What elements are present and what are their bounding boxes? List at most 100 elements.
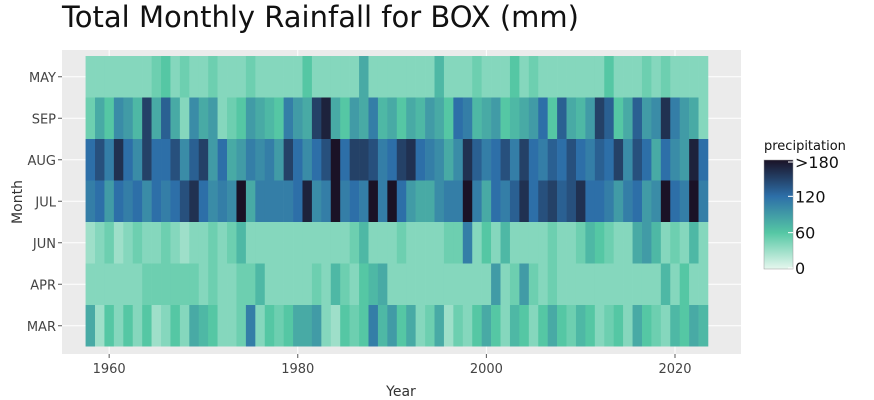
heatmap-cell (453, 139, 464, 181)
heatmap-cell (198, 97, 209, 139)
heatmap-cell (415, 222, 426, 264)
heatmap-cell (217, 180, 228, 222)
heatmap-cell (264, 97, 275, 139)
heatmap-cell (387, 180, 398, 222)
heatmap-cell (293, 56, 303, 98)
heatmap-cell (302, 180, 313, 222)
heatmap-cell (689, 56, 699, 98)
heatmap-cell (443, 222, 454, 264)
heatmap-cell (113, 305, 124, 347)
heatmap-cell (443, 180, 454, 222)
heatmap-cell (227, 263, 237, 305)
heatmap-cell (594, 139, 605, 181)
heatmap-cell (189, 97, 200, 139)
heatmap-cell (189, 180, 200, 222)
heatmap-cell (472, 180, 482, 222)
heatmap-cell (679, 56, 690, 98)
heatmap-cell (151, 263, 162, 305)
heatmap-cell (594, 222, 605, 264)
heatmap-cell (179, 305, 190, 347)
heatmap-cell (142, 263, 152, 305)
heatmap-cell (566, 263, 577, 305)
heatmap-cell (623, 222, 633, 264)
heatmap-cell (368, 263, 379, 305)
heatmap-cell (170, 97, 181, 139)
heatmap-cell (236, 139, 247, 181)
heatmap-cell (519, 263, 530, 305)
heatmap-cell (641, 222, 652, 264)
heatmap-cell (368, 222, 379, 264)
heatmap-cell (604, 263, 614, 305)
heatmap-cell (425, 97, 435, 139)
x-tick-label: 2020 (658, 362, 691, 377)
heatmap-cell (425, 263, 435, 305)
heatmap-cell (293, 97, 303, 139)
heatmap-cell (104, 222, 115, 264)
heatmap-cell (415, 139, 426, 181)
heatmap-cell (519, 222, 530, 264)
heatmap-cell (179, 180, 190, 222)
heatmap-cell (679, 180, 690, 222)
heatmap-cell (151, 56, 162, 98)
heatmap-cell (321, 180, 332, 222)
heatmap-cell (321, 139, 332, 181)
heatmap-cell (670, 305, 680, 347)
heatmap-cell (632, 180, 643, 222)
heatmap-cell (670, 56, 680, 98)
heatmap-cell (500, 139, 511, 181)
legend: precipitation 0 60 120 >180 (763, 139, 846, 278)
heatmap-cell (547, 222, 558, 264)
heatmap-cell (302, 97, 313, 139)
legend-tick-label: 120 (795, 187, 826, 206)
heatmap-cell (208, 263, 218, 305)
heatmap-cell (227, 180, 237, 222)
heatmap-cell (123, 222, 134, 264)
heatmap-cell (491, 305, 501, 347)
heatmap-cell (698, 139, 709, 181)
heatmap-cell (340, 305, 350, 347)
heatmap-cell (349, 222, 360, 264)
heatmap-cell (104, 139, 115, 181)
heatmap-cell (311, 263, 322, 305)
heatmap-cell (293, 139, 303, 181)
heatmap-cell (613, 180, 624, 222)
heatmap-cell (623, 139, 633, 181)
heatmap-cell (641, 139, 652, 181)
heatmap-cell (85, 180, 96, 222)
heatmap-cell (113, 222, 124, 264)
heatmap-cell (396, 139, 407, 181)
heatmap-cell (585, 222, 596, 264)
heatmap-cell (509, 139, 520, 181)
heatmap-cell (566, 56, 577, 98)
heatmap-cell (85, 263, 96, 305)
legend-colorbar (763, 159, 794, 270)
heatmap-cell (698, 56, 709, 98)
heatmap-cell (481, 305, 492, 347)
heatmap-cell (330, 222, 341, 264)
heatmap-cell (330, 305, 341, 347)
heatmap-cell (453, 263, 464, 305)
heatmap-cell (151, 305, 162, 347)
heatmap-cell (557, 305, 567, 347)
heatmap-cell (660, 222, 671, 264)
heatmap-cell (462, 305, 473, 347)
heatmap-cell (585, 180, 596, 222)
heatmap-cell (387, 97, 398, 139)
heatmap-cell (491, 97, 501, 139)
heatmap-cell (330, 180, 341, 222)
heatmap-cell (585, 97, 596, 139)
heatmap-cell (208, 222, 218, 264)
heatmap-cell (359, 139, 369, 181)
heatmap-cell (321, 56, 332, 98)
heatmap-cell (245, 139, 256, 181)
heatmap-cell (377, 97, 388, 139)
heatmap-cell (481, 139, 492, 181)
heatmap-cell (396, 263, 407, 305)
heatmap-cell (104, 97, 115, 139)
heatmap-cell (613, 139, 624, 181)
heatmap-cell (161, 305, 171, 347)
heatmap-cell (161, 139, 171, 181)
heatmap-cell (689, 97, 699, 139)
heatmap-cell (311, 97, 322, 139)
x-tick-label: 2000 (470, 362, 503, 377)
